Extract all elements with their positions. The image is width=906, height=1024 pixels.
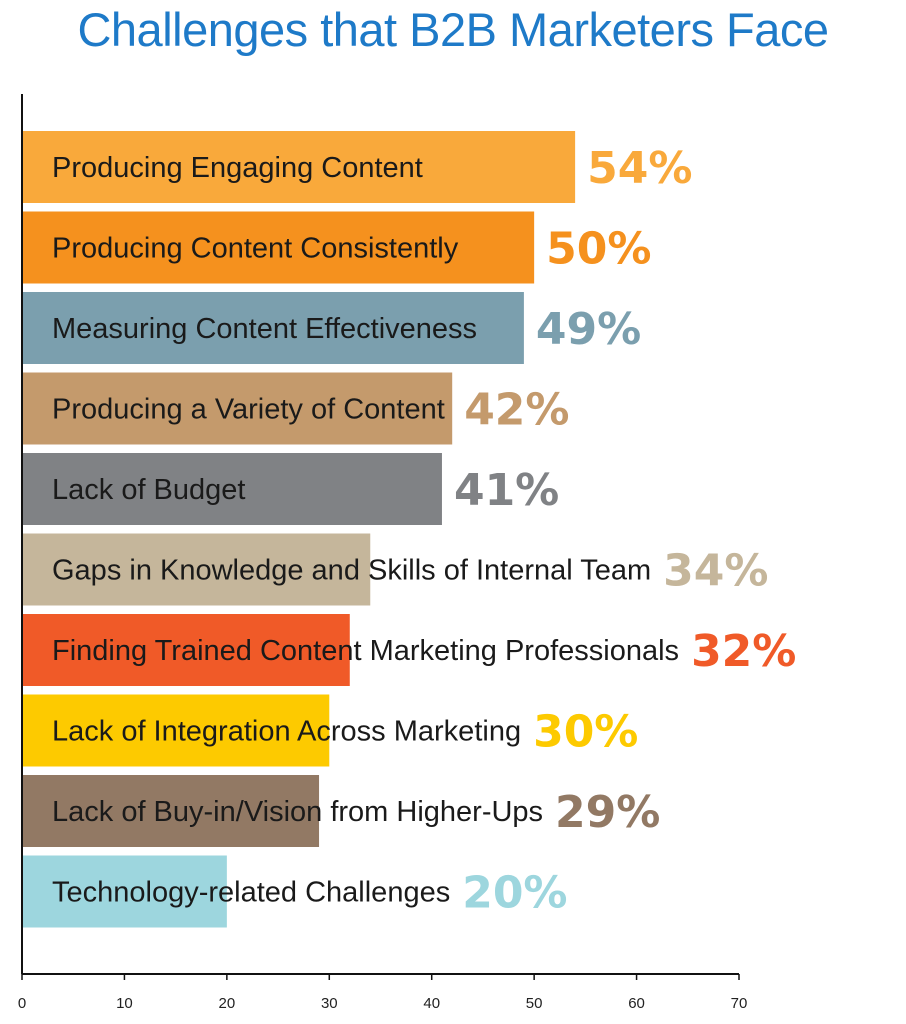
- category-label: Measuring Content Effectiveness: [52, 313, 477, 345]
- category-label: Lack of Budget: [52, 474, 245, 506]
- value-label: 42%: [464, 385, 569, 436]
- x-tick-label: 50: [526, 995, 543, 1012]
- value-label: 49%: [536, 304, 641, 355]
- bar: [22, 131, 576, 203]
- bar: [22, 292, 524, 364]
- category-label: Producing Content Consistently: [52, 233, 459, 265]
- category-label: Gaps in Knowledge and Skills of Internal…: [52, 555, 651, 587]
- value-label: 30%: [533, 707, 638, 758]
- value-label: 29%: [555, 787, 660, 838]
- value-label: 34%: [663, 546, 768, 597]
- x-tick-label: 30: [321, 995, 338, 1012]
- value-label: 32%: [691, 626, 796, 677]
- chart-title: Challenges that B2B Marketers Face: [77, 3, 829, 56]
- bar: [22, 533, 371, 606]
- bar: [22, 453, 442, 525]
- category-label: Producing Engaging Content: [52, 152, 423, 184]
- value-label: 20%: [462, 868, 567, 919]
- category-label: Finding Trained Content Marketing Profes…: [52, 635, 679, 667]
- x-tick-label: 10: [116, 995, 133, 1012]
- x-tick-label: 40: [423, 995, 440, 1012]
- bar: [22, 775, 320, 847]
- bar: [22, 855, 227, 928]
- bar: [22, 211, 535, 284]
- bar: [22, 614, 350, 686]
- category-label: Producing a Variety of Content: [52, 394, 445, 426]
- value-label: 41%: [454, 465, 559, 516]
- bar: [22, 372, 453, 445]
- value-label: 50%: [546, 224, 651, 275]
- x-tick-label: 0: [18, 995, 26, 1012]
- x-tick-label: 20: [219, 995, 236, 1012]
- value-label: 54%: [587, 143, 692, 194]
- category-label: Technology-related Challenges: [52, 877, 450, 909]
- category-label: Lack of Integration Across Marketing: [52, 716, 521, 748]
- x-tick-label: 60: [628, 995, 645, 1012]
- category-label: Lack of Buy-in/Vision from Higher-Ups: [52, 796, 543, 828]
- bar: [22, 694, 330, 767]
- x-tick-label: 70: [731, 995, 748, 1012]
